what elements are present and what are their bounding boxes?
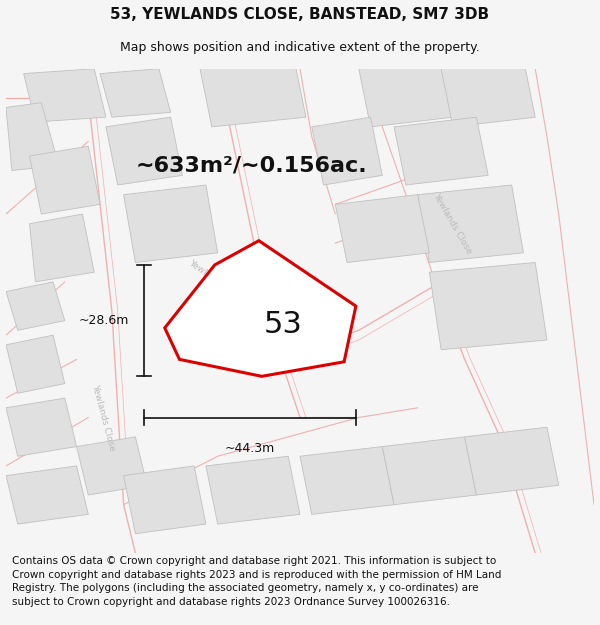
Polygon shape (100, 69, 170, 118)
Polygon shape (359, 59, 453, 127)
Text: Contains OS data © Crown copyright and database right 2021. This information is : Contains OS data © Crown copyright and d… (12, 556, 502, 607)
Polygon shape (394, 118, 488, 185)
Polygon shape (300, 446, 394, 514)
Polygon shape (106, 118, 182, 185)
Polygon shape (441, 59, 535, 127)
Text: Map shows position and indicative extent of the property.: Map shows position and indicative extent… (120, 41, 480, 54)
Text: Yewlands Close: Yewlands Close (187, 258, 248, 306)
Polygon shape (312, 118, 382, 185)
Text: Yewlands Close: Yewlands Close (432, 192, 474, 256)
Polygon shape (124, 185, 218, 262)
Polygon shape (200, 59, 306, 127)
Polygon shape (335, 195, 430, 262)
Polygon shape (418, 185, 523, 262)
Text: ~633m²/~0.156ac.: ~633m²/~0.156ac. (136, 156, 367, 176)
Polygon shape (29, 146, 100, 214)
Text: ~44.3m: ~44.3m (225, 442, 275, 455)
Text: ~28.6m: ~28.6m (79, 314, 130, 327)
Polygon shape (206, 456, 300, 524)
Text: 53: 53 (264, 310, 303, 339)
Polygon shape (124, 466, 206, 534)
Text: 53, YEWLANDS CLOSE, BANSTEAD, SM7 3DB: 53, YEWLANDS CLOSE, BANSTEAD, SM7 3DB (110, 7, 490, 22)
Polygon shape (6, 102, 59, 171)
Polygon shape (165, 241, 356, 376)
Polygon shape (6, 398, 77, 456)
Polygon shape (382, 437, 476, 505)
Polygon shape (464, 428, 559, 495)
Text: Yewlands Close: Yewlands Close (90, 383, 116, 452)
Polygon shape (77, 437, 147, 495)
Polygon shape (6, 466, 88, 524)
Polygon shape (6, 282, 65, 330)
Polygon shape (430, 262, 547, 350)
Polygon shape (23, 69, 106, 122)
Polygon shape (6, 335, 65, 393)
Polygon shape (29, 214, 94, 282)
